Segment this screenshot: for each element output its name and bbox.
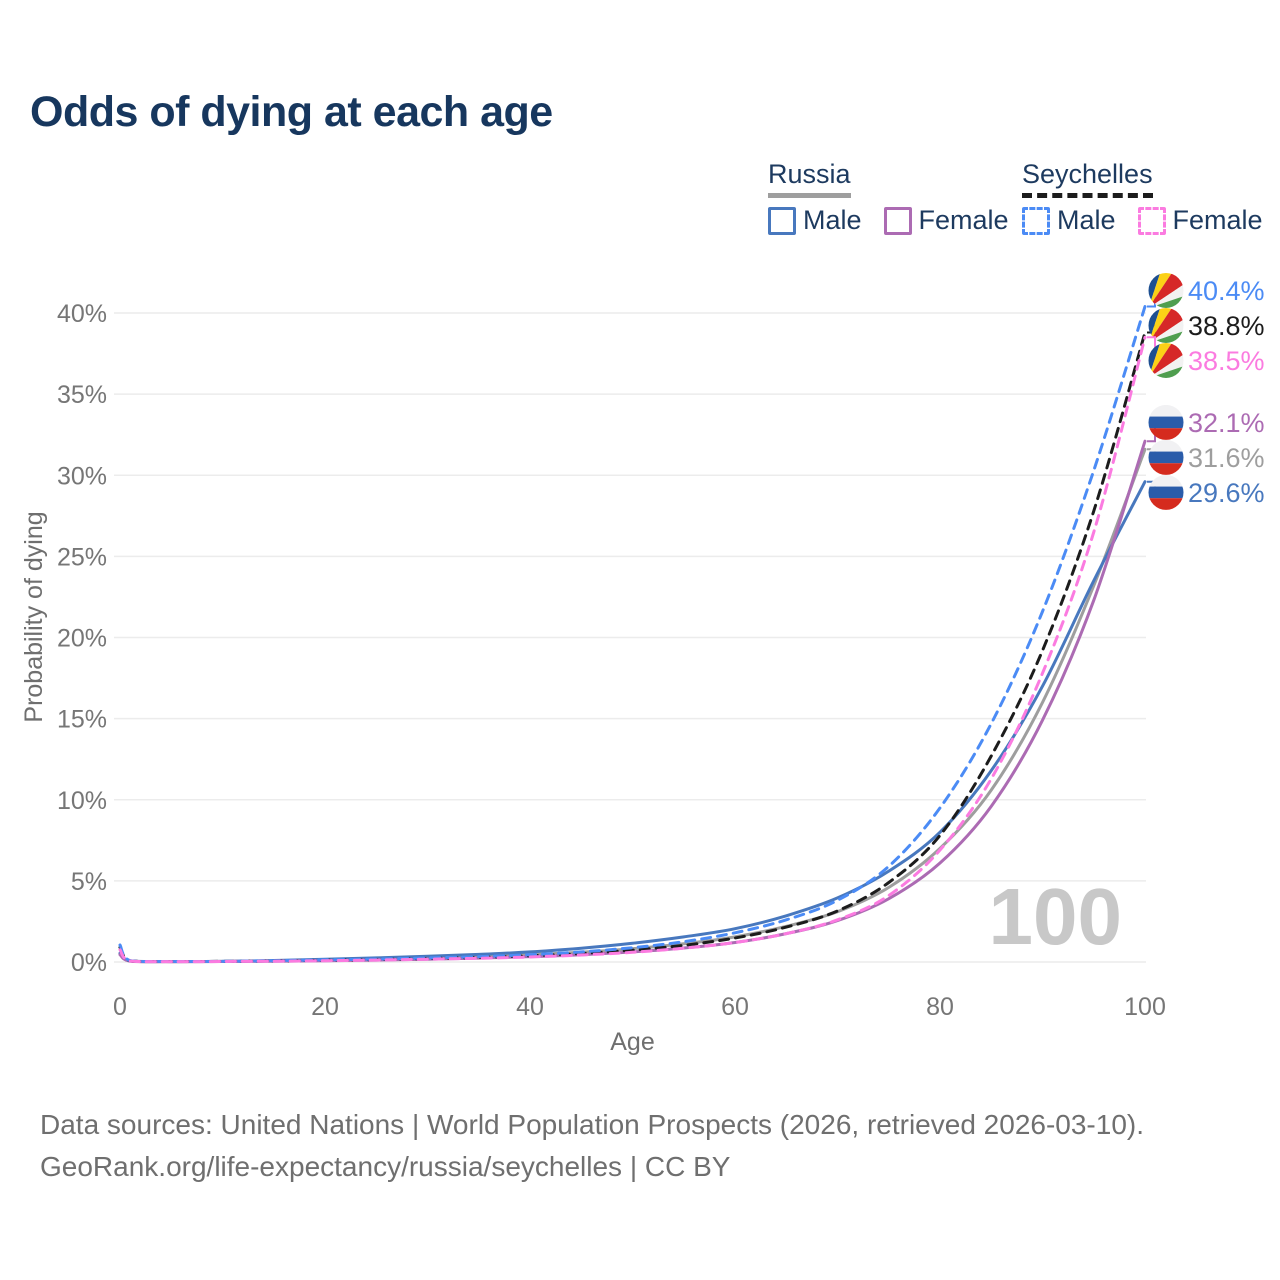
russia-flag-icon [1148, 439, 1184, 475]
footer-link: GeoRank.org/life-expectancy/russia/seych… [40, 1151, 731, 1182]
end-value-russia-female: 32.1% [1188, 408, 1265, 438]
legend-label-seychelles-male: Male [1057, 205, 1116, 236]
x-tick-20: 20 [311, 993, 339, 1021]
y-tick-40%: 40% [57, 300, 107, 328]
legend-group-russia: Russia Male Female [768, 159, 1031, 236]
y-tick-20%: 20% [57, 625, 107, 653]
end-value-seychelles-male: 40.4% [1188, 276, 1265, 306]
end-label-russia-total: 31.6% [1147, 439, 1265, 475]
y-tick-15%: 15% [57, 706, 107, 734]
russia-flag-icon [1148, 474, 1184, 510]
y-tick-25%: 25% [57, 543, 107, 571]
legend-checkbox-seychelles-male[interactable] [1022, 206, 1050, 235]
seychelles-flag-icon [1148, 272, 1184, 308]
y-tick-35%: 35% [57, 381, 107, 409]
footer: Data sources: United Nations | World Pop… [40, 1104, 1144, 1188]
x-tick-60: 60 [721, 993, 749, 1021]
y-axis-label: Probability of dying [20, 511, 48, 722]
legend-label-russia-female: Female [918, 205, 1009, 236]
line-seychelles-male[interactable] [118, 305, 1147, 964]
y-tick-30%: 30% [57, 462, 107, 490]
footer-sources: Data sources: United Nations | World Pop… [40, 1109, 1145, 1140]
end-value-seychelles-female: 38.5% [1188, 346, 1265, 376]
legend-checkbox-russia-male[interactable] [768, 206, 796, 235]
russia-flag-icon [1148, 404, 1184, 440]
line-seychelles-total[interactable] [118, 331, 1147, 964]
end-value-russia-total: 31.6% [1188, 443, 1265, 473]
y-tick-10%: 10% [57, 787, 107, 815]
legend-country-seychelles: Seychelles [1022, 159, 1153, 198]
seychelles-flag-icon [1148, 307, 1184, 343]
legend-group-seychelles: Seychelles Male Female [1022, 159, 1280, 236]
end-label-seychelles-female: 38.5% [1147, 336, 1265, 378]
page-title: Odds of dying at each age [30, 88, 553, 136]
y-tick-5%: 5% [71, 868, 107, 896]
end-label-russia-female: 32.1% [1147, 404, 1265, 443]
x-axis-label: Age [610, 1028, 654, 1056]
end-label-russia-male: 29.6% [1147, 474, 1265, 510]
age-watermark: 100 [989, 872, 1122, 961]
end-label-seychelles-male: 40.4% [1147, 272, 1265, 308]
legend-checkbox-russia-female[interactable] [883, 206, 912, 235]
legend: Russia Male Female Seychelles Male Femal… [0, 159, 1280, 240]
x-tick-100: 100 [1124, 993, 1166, 1021]
x-tick-0: 0 [113, 993, 127, 1021]
legend-label-russia-male: Male [803, 205, 862, 236]
end-value-seychelles-total: 38.8% [1188, 311, 1265, 341]
y-tick-0%: 0% [71, 949, 107, 977]
x-tick-40: 40 [516, 993, 544, 1021]
legend-label-seychelles-female: Female [1172, 205, 1263, 236]
line-seychelles-female[interactable] [118, 335, 1147, 964]
x-tick-80: 80 [926, 993, 954, 1021]
end-label-seychelles-total: 38.8% [1147, 307, 1265, 343]
legend-country-russia: Russia [768, 159, 851, 198]
end-value-russia-male: 29.6% [1188, 478, 1265, 508]
seychelles-flag-icon [1148, 342, 1184, 378]
legend-checkbox-seychelles-female[interactable] [1137, 206, 1166, 235]
